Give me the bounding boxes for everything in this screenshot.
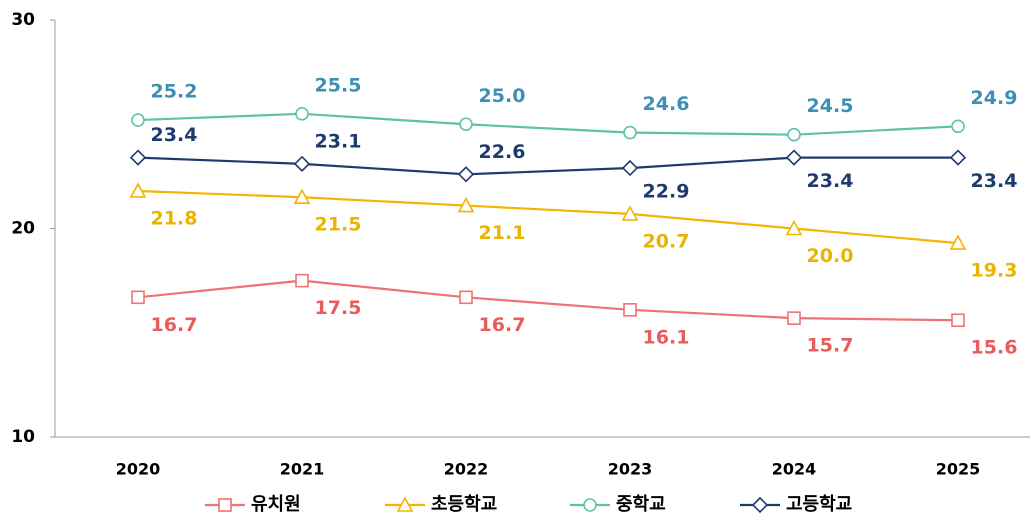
series-line — [137, 156, 958, 176]
y-tick-label: 20 — [11, 219, 35, 239]
value-label: 15.6 — [971, 337, 1018, 359]
value-label: 24.5 — [807, 95, 854, 117]
value-label: 16.7 — [151, 314, 198, 336]
point-marker — [949, 149, 967, 166]
value-label: 16.7 — [479, 314, 526, 336]
point-marker — [621, 159, 639, 177]
value-label: 21.8 — [151, 207, 198, 229]
x-tick-label: 2021 — [280, 460, 325, 479]
value-label: 23.4 — [151, 124, 198, 146]
y-tick-label: 30 — [11, 10, 35, 30]
point-marker — [621, 205, 639, 221]
point-marker — [951, 313, 965, 328]
series-line — [137, 189, 959, 245]
point-marker — [623, 303, 637, 317]
point-marker — [785, 149, 803, 166]
legend-label: 초등학교 — [431, 493, 497, 515]
legend-marker — [583, 498, 597, 512]
legend-item: 중학교 — [570, 493, 666, 515]
legend-label: 고등학교 — [786, 493, 852, 515]
value-label: 25.5 — [315, 74, 362, 96]
value-label: 16.1 — [643, 326, 690, 348]
point-marker — [787, 127, 801, 142]
legend-marker — [751, 496, 769, 514]
value-label: 17.5 — [315, 297, 362, 319]
point-marker — [787, 311, 801, 325]
point-marker — [293, 155, 311, 172]
point-marker — [951, 119, 965, 134]
legend-marker — [218, 498, 232, 512]
value-label: 20.7 — [643, 230, 690, 252]
legend-item: 고등학교 — [740, 493, 852, 515]
value-label: 24.9 — [971, 87, 1018, 109]
value-label: 25.0 — [479, 85, 526, 107]
x-tick-label: 2023 — [608, 460, 653, 479]
point-marker — [623, 125, 637, 140]
value-label: 25.2 — [151, 81, 198, 103]
value-label: 21.1 — [479, 222, 526, 244]
point-marker — [131, 290, 145, 305]
value-label: 20.0 — [807, 245, 854, 267]
legend-marker — [396, 496, 414, 512]
value-label: 23.1 — [315, 130, 362, 152]
point-marker — [785, 219, 803, 236]
x-tick-label: 2025 — [936, 460, 981, 479]
point-marker — [295, 273, 309, 288]
point-marker — [949, 234, 967, 250]
point-marker — [131, 113, 145, 127]
x-tick-label: 2020 — [116, 460, 161, 479]
y-tick-label: 10 — [11, 427, 35, 447]
value-label: 15.7 — [807, 335, 854, 357]
series-line — [137, 112, 959, 136]
point-marker — [459, 117, 473, 132]
point-marker — [457, 166, 475, 183]
value-label: 23.4 — [807, 170, 854, 192]
legend-item: 유치원 — [205, 494, 301, 515]
point-marker — [295, 107, 309, 121]
value-label: 23.4 — [971, 170, 1018, 192]
value-label: 22.9 — [643, 181, 690, 203]
point-marker — [459, 290, 473, 305]
point-marker — [129, 149, 147, 166]
value-label: 22.6 — [479, 141, 526, 163]
point-marker — [129, 182, 147, 198]
value-label: 21.5 — [315, 214, 362, 236]
x-tick-label: 2024 — [772, 460, 817, 479]
legend-label: 중학교 — [616, 493, 666, 515]
value-label: 24.6 — [643, 93, 690, 115]
legend-item: 초등학교 — [385, 493, 497, 515]
x-tick-label: 2022 — [444, 460, 489, 479]
point-marker — [293, 188, 311, 205]
value-label: 19.3 — [971, 260, 1018, 282]
point-marker — [457, 196, 475, 213]
legend-label: 유치원 — [251, 494, 301, 515]
series-line — [137, 279, 959, 322]
